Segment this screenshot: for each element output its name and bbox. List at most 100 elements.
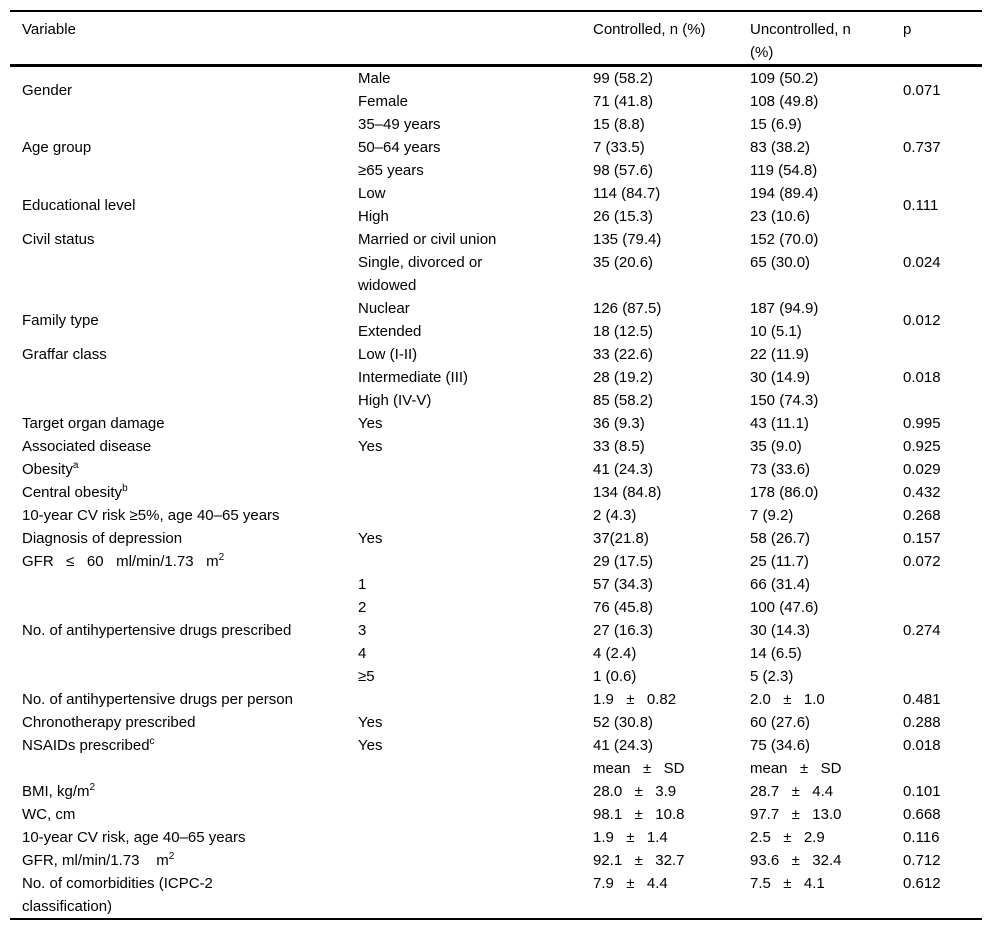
subcategory-cell bbox=[346, 849, 581, 872]
controlled-value-cell: 18 (12.5) bbox=[593, 323, 654, 340]
p-value-cell: 0.288 bbox=[903, 714, 941, 731]
p-value-cell: 0.481 bbox=[903, 691, 941, 708]
controlled-value-cell: 52 (30.8) bbox=[593, 714, 654, 731]
uncontrolled-value-cell: 15 (6.9) bbox=[750, 116, 802, 133]
controlled-value-cell: 71 (41.8) bbox=[593, 93, 654, 110]
uncontrolled-value-cell: 10 (5.1) bbox=[750, 323, 802, 340]
variable-cell: Central obesityb bbox=[22, 483, 128, 502]
subcategory-cell: High bbox=[358, 208, 389, 225]
table-row: BMI, kg/m2 28.0 ± 3.9 28.7 ± 4.4 0.101 bbox=[10, 780, 982, 803]
header-row: Variable Controlled, n (%) Uncontrolled,… bbox=[10, 11, 982, 67]
table-row: 3 27 (16.3) 30 (14.3) bbox=[10, 619, 982, 642]
p-value-cell: 0.995 bbox=[903, 415, 941, 432]
table-row: High 26 (15.3) 23 (10.6) bbox=[10, 205, 982, 228]
subcategory-cell: 35–49 years bbox=[358, 116, 441, 133]
subcategory-cell bbox=[346, 780, 581, 803]
variable-cell: No. of antihypertensive drugs per person bbox=[22, 691, 293, 708]
header-controlled: Controlled, n (%) bbox=[581, 11, 738, 67]
p-value-cell: 0.111 bbox=[903, 196, 939, 214]
variable-cell: GFR ≤ 60 ml/min/1.73 m2 bbox=[22, 552, 225, 571]
clinical-characteristics-table: Variable Controlled, n (%) Uncontrolled,… bbox=[10, 10, 982, 920]
controlled-value-cell: 92.1 ± 32.7 bbox=[593, 852, 685, 869]
subcategory-cell bbox=[346, 826, 581, 849]
uncontrolled-value-cell: 2.0 ± 1.0 bbox=[750, 691, 825, 708]
table-row: High (IV-V) 85 (58.2) 150 (74.3) bbox=[10, 389, 982, 412]
table-row: 50–64 years 7 (33.5) 83 (38.2) bbox=[10, 136, 982, 159]
controlled-value-cell: 98.1 ± 10.8 bbox=[593, 806, 685, 823]
variable-cell: Obesitya bbox=[22, 460, 79, 479]
p-value-cell: 0.101 bbox=[903, 783, 941, 800]
variable-cell: Graffar class bbox=[22, 346, 107, 363]
table-row: Central obesityb 134 (84.8) 178 (86.0) 0.43… bbox=[10, 481, 982, 504]
subcategory-cell: Married or civil union bbox=[358, 231, 497, 248]
variable-superscript: 2 bbox=[218, 552, 225, 563]
controlled-value-cell: 57 (34.3) bbox=[593, 576, 654, 593]
variable-cell: 10-year CV risk, age 40–65 years bbox=[22, 829, 246, 846]
p-value-cell: 0.668 bbox=[903, 806, 941, 823]
subcategory-cell: Female bbox=[358, 93, 409, 110]
controlled-value-cell: 29 (17.5) bbox=[593, 553, 654, 570]
p-value-cell: 0.612 bbox=[903, 875, 941, 892]
uncontrolled-value-cell: 7.5 ± 4.1 bbox=[750, 875, 825, 892]
uncontrolled-value-cell: 108 (49.8) bbox=[750, 93, 819, 110]
table-row: Single, divorced or widowed 35 (20.6) 65 (… bbox=[10, 251, 982, 297]
p-value-cell: 0.116 bbox=[903, 829, 940, 846]
table-row: Diagnosis of depression Yes 37(21.8) 58 (26… bbox=[10, 527, 982, 550]
controlled-value-cell: 85 (58.2) bbox=[593, 392, 654, 409]
table-row: Target organ damage Yes 36 (9.3) 43 (11.1) 0… bbox=[10, 412, 982, 435]
uncontrolled-value-cell: 30 (14.3) bbox=[750, 622, 811, 639]
subcategory-cell bbox=[346, 872, 581, 919]
subcategory-cell: Male bbox=[358, 70, 391, 87]
controlled-value-cell: 1 (0.6) bbox=[593, 668, 637, 685]
uncontrolled-value-cell: 7 (9.2) bbox=[750, 507, 794, 524]
p-value-cell: 0.024 bbox=[903, 254, 941, 271]
variable-superscript: c bbox=[149, 736, 155, 747]
uncontrolled-value-cell: 109 (50.2) bbox=[750, 70, 819, 87]
uncontrolled-value-cell: 65 (30.0) bbox=[750, 254, 811, 271]
controlled-value-cell: 76 (45.8) bbox=[593, 599, 654, 616]
p-value-cell: 0.737 bbox=[903, 139, 941, 156]
uncontrolled-value-cell: 2.5 ± 2.9 bbox=[750, 829, 825, 846]
uncontrolled-value-cell: 25 (11.7) bbox=[750, 553, 809, 570]
uncontrolled-value-cell: 23 (10.6) bbox=[750, 208, 811, 225]
controlled-value-cell: 33 (8.5) bbox=[593, 438, 645, 455]
controlled-value-cell: 28 (19.2) bbox=[593, 369, 654, 386]
subcategory-cell bbox=[346, 481, 581, 504]
subcategory-cell: Yes bbox=[358, 438, 383, 455]
table-row: Obesitya 41 (24.3) 73 (33.6) 0.029 bbox=[10, 458, 982, 481]
controlled-value-cell: 2 (4.3) bbox=[593, 507, 637, 524]
variable-superscript: a bbox=[72, 460, 79, 471]
subcategory-cell: ≥5 bbox=[358, 668, 375, 685]
table-row: No. of antihypertensive drugs prescribed… bbox=[10, 573, 982, 639]
subcategory-cell: Yes bbox=[358, 415, 383, 432]
subcategory-cell: 2 bbox=[358, 599, 367, 616]
p-value-cell: 0.268 bbox=[903, 507, 941, 524]
uncontrolled-value-cell: 150 (74.3) bbox=[750, 392, 819, 409]
table-row: Gender Male 99 (58.2) 109 (50.2) 0.071 bbox=[10, 66, 982, 99]
controlled-value-cell: 37(21.8) bbox=[593, 530, 649, 547]
p-value-cell: 0.274 bbox=[903, 622, 941, 639]
p-value-cell: 0.432 bbox=[903, 484, 941, 501]
uncontrolled-value-cell: 73 (33.6) bbox=[750, 461, 811, 478]
variable-cell: Gender bbox=[22, 81, 73, 99]
p-value-cell: 0.018 bbox=[903, 369, 941, 386]
uncontrolled-value-cell: 60 (27.6) bbox=[750, 714, 811, 731]
subcategory-cell: Nuclear bbox=[358, 300, 410, 317]
variable-superscript: 2 bbox=[89, 782, 96, 793]
subcategory-cell: Extended bbox=[358, 323, 422, 340]
subcategory-cell: Yes bbox=[358, 714, 383, 731]
variable-cell: Educational level bbox=[22, 196, 136, 214]
subcategory-cell: 3 bbox=[358, 622, 367, 639]
uncontrolled-value-cell: 58 (26.7) bbox=[750, 530, 811, 547]
controlled-value-cell: 27 (16.3) bbox=[593, 622, 654, 639]
variable-cell: Civil status bbox=[22, 231, 95, 248]
table-row: Family type Nuclear 126 (87.5) 187 (94.9) 0.… bbox=[10, 297, 982, 329]
variable-cell: Chronotherapy prescribed bbox=[22, 714, 196, 731]
table-row: Chronotherapy prescribed Yes 52 (30.8) 60 (… bbox=[10, 711, 982, 734]
variable-cell: No. of comorbidities (ICPC-2 classificat… bbox=[22, 875, 213, 915]
controlled-value-cell: 98 (57.6) bbox=[593, 162, 654, 179]
uncontrolled-value-cell: 66 (31.4) bbox=[750, 576, 811, 593]
uncontrolled-value-cell: 83 (38.2) bbox=[750, 139, 811, 156]
subcategory-cell: Low bbox=[358, 185, 386, 202]
variable-cell: Diagnosis of depression bbox=[22, 530, 183, 547]
